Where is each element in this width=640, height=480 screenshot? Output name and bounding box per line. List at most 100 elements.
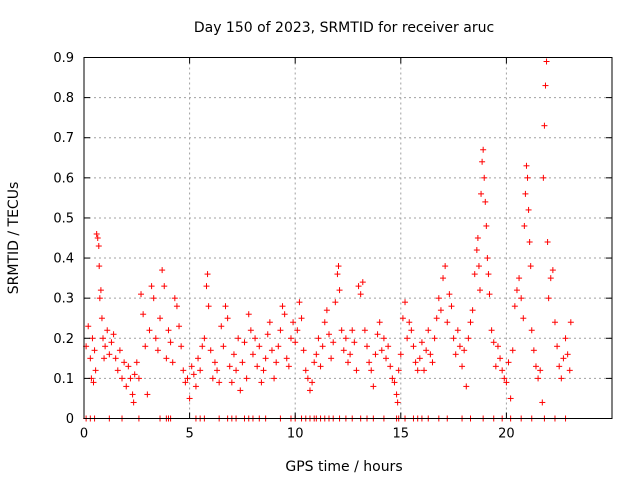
data-point (410, 343, 417, 350)
data-point (241, 339, 248, 346)
data-point (256, 343, 263, 350)
data-point (140, 311, 147, 318)
data-point (188, 363, 195, 370)
data-point (302, 367, 309, 374)
data-point (355, 283, 362, 290)
data-point (180, 367, 187, 374)
data-point (144, 391, 151, 398)
data-point (127, 375, 134, 382)
data-point (349, 327, 356, 334)
data-point (243, 375, 250, 382)
data-point (283, 355, 290, 362)
y-tick-label: 0.2 (53, 332, 74, 347)
data-point (469, 307, 476, 314)
data-point (395, 367, 402, 374)
data-point (483, 222, 490, 229)
data-point (542, 82, 549, 89)
data-point (235, 335, 242, 342)
data-point (273, 359, 280, 366)
data-point (414, 367, 421, 374)
data-point (306, 387, 313, 394)
data-point (374, 331, 381, 338)
data-point (516, 275, 523, 282)
data-point (304, 375, 311, 382)
data-point (461, 347, 468, 354)
data-point (440, 275, 447, 282)
data-point (201, 335, 208, 342)
data-point (332, 299, 339, 306)
y-tick-label: 0.5 (53, 211, 74, 226)
data-points (83, 58, 574, 422)
y-axis-label: SRMTID / TECUs (6, 182, 22, 295)
data-point (562, 335, 569, 342)
data-point (482, 198, 489, 205)
data-point (418, 339, 425, 346)
data-point (176, 323, 183, 330)
y-tick-label: 0.3 (53, 292, 74, 307)
data-point (376, 319, 383, 326)
data-point (387, 363, 394, 370)
data-point (268, 347, 275, 354)
data-point (528, 327, 535, 334)
data-point (345, 359, 351, 366)
data-point (152, 335, 159, 342)
data-point (112, 355, 119, 362)
y-tick-label: 0 (66, 412, 74, 427)
data-point (129, 391, 136, 398)
data-point (296, 299, 303, 306)
y-tick-label: 0.8 (53, 91, 74, 106)
data-point (104, 327, 111, 334)
data-point (549, 267, 556, 274)
data-point (404, 335, 411, 342)
data-point (342, 335, 349, 342)
data-point (378, 347, 385, 354)
y-tick-label: 0.7 (53, 131, 74, 146)
data-point (497, 355, 504, 362)
data-point (313, 351, 320, 358)
data-point (450, 335, 457, 342)
data-point (271, 375, 278, 382)
data-point (195, 355, 202, 362)
data-point (102, 343, 109, 350)
data-point (298, 315, 305, 322)
data-point (108, 339, 115, 346)
data-point (87, 355, 94, 362)
data-point (408, 327, 415, 334)
data-point (429, 359, 436, 366)
data-point (228, 379, 235, 386)
data-point (467, 319, 474, 326)
data-point (186, 395, 193, 402)
data-point (98, 315, 105, 322)
data-point (309, 379, 316, 386)
data-point (311, 359, 318, 366)
data-point (161, 283, 168, 290)
data-point (95, 243, 102, 250)
data-point (446, 291, 453, 298)
data-point (477, 287, 483, 294)
data-point (523, 162, 530, 169)
data-point (454, 327, 461, 334)
data-point (551, 319, 558, 326)
data-point (121, 359, 128, 366)
data-point (275, 343, 282, 350)
y-tick-label: 0.4 (53, 252, 74, 267)
data-point (287, 335, 294, 342)
data-point (216, 379, 223, 386)
data-point (245, 311, 252, 318)
data-point (133, 359, 140, 366)
data-point (138, 291, 145, 298)
data-point (372, 351, 379, 358)
data-point (433, 315, 440, 322)
data-point (518, 295, 525, 302)
data-point (214, 367, 221, 374)
data-point (478, 190, 485, 197)
data-point (163, 355, 170, 362)
data-point (539, 399, 546, 406)
data-point (488, 327, 495, 334)
x-axis-label: GPS time / hours (285, 459, 402, 475)
data-point (258, 379, 265, 386)
data-point (233, 367, 240, 374)
data-point (556, 363, 563, 370)
data-point (442, 263, 449, 270)
data-point (543, 58, 550, 65)
